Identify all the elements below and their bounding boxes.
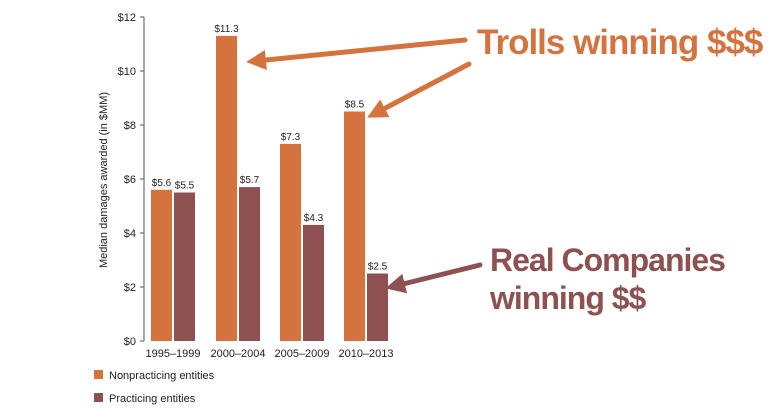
y-tick-label: $12: [118, 12, 136, 24]
bar-nonpracticing-0: [151, 190, 172, 341]
arrow-to-practicing-2010-2013: [395, 265, 480, 286]
bar-practicing-0: [174, 193, 195, 342]
annotation-winning: winning $$: [489, 280, 647, 316]
bar-practicing-1: [239, 187, 260, 341]
annotation-trolls: Trolls winning $$$: [477, 23, 763, 62]
annotation-real-companies: Real Companies: [490, 242, 725, 278]
bar-practicing-2: [303, 225, 324, 341]
data-label: $8.5: [345, 100, 365, 111]
bar-practicing-3: [367, 274, 388, 342]
y-axis-label: Median damages awarded (in $MM): [98, 92, 110, 268]
x-tick-label: 2010–2013: [338, 348, 393, 360]
y-tick-label: $4: [124, 228, 136, 240]
arrow-to-2010-2013: [376, 64, 469, 113]
x-tick-label: 1995–1999: [145, 348, 200, 360]
y-tick-label: $6: [124, 174, 136, 186]
legend: Nonpracticing entities Practicing entiti…: [94, 370, 215, 405]
legend-swatch-nonpracticing: [94, 370, 103, 379]
y-ticks: $0 $2 $4 $6 $8 $10 $12: [118, 12, 144, 348]
y-tick-label: $10: [118, 66, 136, 78]
y-tick-label: $2: [124, 282, 136, 294]
data-label: $5.5: [175, 181, 195, 192]
data-label: $5.7: [240, 175, 260, 186]
data-label: $2.5: [368, 262, 388, 273]
x-tick-label: 2005–2009: [274, 348, 329, 360]
y-tick-label: $8: [124, 120, 136, 132]
y-tick-label: $0: [124, 336, 136, 348]
data-label: $5.6: [152, 178, 172, 189]
x-tick-label: 2000–2004: [210, 348, 265, 360]
bar-nonpracticing-3: [344, 112, 365, 342]
x-ticks: 1995–1999 2000–2004 2005–2009 2010–2013: [145, 348, 393, 360]
bar-nonpracticing-2: [280, 144, 301, 341]
data-label: $11.3: [214, 24, 239, 35]
data-label: $7.3: [281, 132, 301, 143]
bar-nonpracticing-1: [216, 36, 237, 341]
data-label: $4.3: [304, 213, 324, 224]
legend-swatch-practicing: [94, 393, 103, 402]
legend-label-nonpracticing: Nonpracticing entities: [109, 370, 215, 382]
arrow-to-2000-2004: [256, 40, 465, 61]
legend-label-practicing: Practicing entities: [109, 393, 196, 405]
annotations: Trolls winning $$$ Real Companies winnin…: [256, 23, 763, 316]
